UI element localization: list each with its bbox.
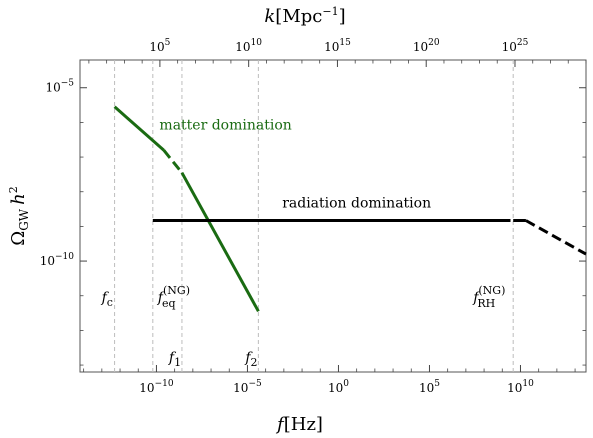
x2-tick-label-1: 1010 [235,38,262,54]
series-matter-segment-2 [180,171,260,313]
y-tick-label-1: 10−10 [40,252,75,268]
reference-label-f_2: f2 [244,350,257,369]
x-axis-title: f[Hz] [275,414,323,435]
y-tick-label-0: 10−5 [45,79,74,95]
x-tick-label-3: 105 [419,379,440,395]
x2-axis-title: k[Mpc−1] [264,5,345,27]
annotation-radiation-domination: radiation domination [282,195,431,211]
x2-tick-label-0: 105 [149,38,170,54]
series-matter-segment-0 [113,105,165,152]
labels: fc f(NG) eq f1 f2 f(NG) RH matter domination rad… [40,38,534,395]
reference-label-f_eq: f(NG) eq [157,284,190,310]
x2-tick-label-3: 1020 [413,38,440,54]
plot-frame [79,59,587,373]
reference-label-f_c: fc [101,290,113,309]
reference-lines [114,60,514,372]
series-matter-segment-1 [162,149,184,174]
series-radiation-segment-3 [525,219,587,256]
x-tick-label-2: 100 [328,379,349,395]
annotation-matter-domination: matter domination [159,117,291,133]
x2-tick-label-2: 1015 [324,38,351,54]
x2-tick-label-4: 1025 [502,38,529,54]
reference-label-f_1: f1 [168,350,181,369]
series-layer [113,105,587,313]
x-tick-label-1: 10−5 [233,379,262,395]
x-tick-label-4: 1010 [507,379,534,395]
ticks [80,60,587,372]
reference-label-f_RH: f(NG) RH [472,284,505,310]
y-axis-title: ΩGWh2 [7,186,31,245]
x-tick-label-0: 10−10 [139,379,174,395]
